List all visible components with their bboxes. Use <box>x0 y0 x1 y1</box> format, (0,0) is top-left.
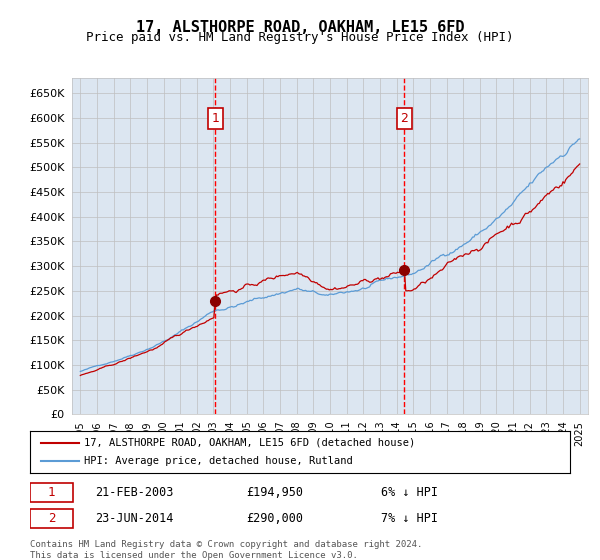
Text: £194,950: £194,950 <box>246 486 303 499</box>
Text: Price paid vs. HM Land Registry's House Price Index (HPI): Price paid vs. HM Land Registry's House … <box>86 31 514 44</box>
Text: 17, ALSTHORPE ROAD, OAKHAM, LE15 6FD: 17, ALSTHORPE ROAD, OAKHAM, LE15 6FD <box>136 20 464 35</box>
FancyBboxPatch shape <box>30 509 73 528</box>
FancyBboxPatch shape <box>30 483 73 502</box>
Text: 7% ↓ HPI: 7% ↓ HPI <box>381 512 438 525</box>
Text: 1: 1 <box>211 112 219 125</box>
Text: 2: 2 <box>400 112 409 125</box>
Text: 6% ↓ HPI: 6% ↓ HPI <box>381 486 438 499</box>
Text: 17, ALSTHORPE ROAD, OAKHAM, LE15 6FD (detached house): 17, ALSTHORPE ROAD, OAKHAM, LE15 6FD (de… <box>84 438 415 448</box>
Text: £290,000: £290,000 <box>246 512 303 525</box>
Text: HPI: Average price, detached house, Rutland: HPI: Average price, detached house, Rutl… <box>84 456 353 466</box>
Text: 23-JUN-2014: 23-JUN-2014 <box>95 512 173 525</box>
Text: Contains HM Land Registry data © Crown copyright and database right 2024.
This d: Contains HM Land Registry data © Crown c… <box>30 540 422 560</box>
Text: 2: 2 <box>48 512 55 525</box>
Text: 1: 1 <box>48 486 55 499</box>
Text: 21-FEB-2003: 21-FEB-2003 <box>95 486 173 499</box>
